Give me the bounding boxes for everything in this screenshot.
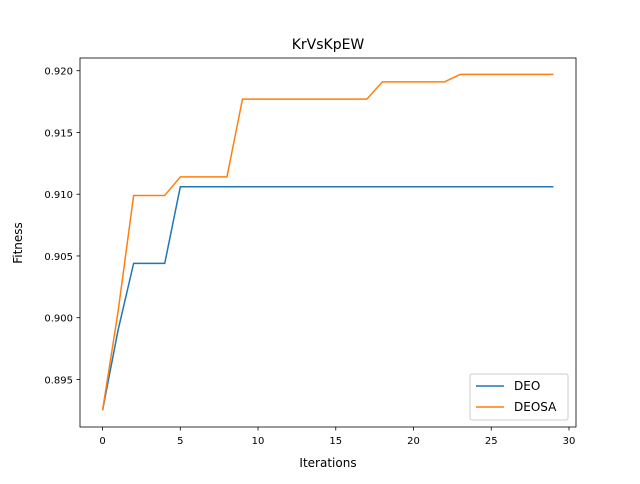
series-line-deosa: [101, 73, 554, 411]
y-tick-label: 0.915: [44, 128, 73, 139]
y-tick-label: 0.910: [44, 190, 73, 201]
x-tick-label: 10: [252, 436, 265, 447]
legend-label-deo: DEO: [514, 379, 540, 393]
series-layer: [101, 73, 554, 411]
x-tick-label: 0: [99, 436, 105, 447]
series-line-deo: [101, 186, 554, 411]
legend: DEO DEOSA: [469, 373, 569, 421]
y-axis-label: Fitness: [11, 222, 25, 264]
plot-frame: [79, 57, 577, 428]
x-tick-label: 5: [177, 436, 183, 447]
legend-label-deosa: DEOSA: [514, 400, 557, 414]
x-tick-label: 25: [485, 436, 498, 447]
chart-title: KrVsKpEW: [292, 37, 365, 53]
x-tick-label: 15: [329, 436, 342, 447]
y-tick-label: 0.900: [44, 314, 73, 325]
x-axis-label: Iterations: [299, 456, 356, 470]
x-tick-label: 20: [407, 436, 420, 447]
y-tick-label: 0.895: [44, 375, 73, 386]
x-tick-label: 30: [563, 436, 576, 447]
y-tick-label: 0.920: [44, 67, 73, 78]
axes-layer: 0 5 10 15 20 25 30 0.895 0.900 0.905 0.910 0.915 0.9…: [44, 57, 577, 447]
y-tick-label: 0.905: [44, 252, 73, 263]
